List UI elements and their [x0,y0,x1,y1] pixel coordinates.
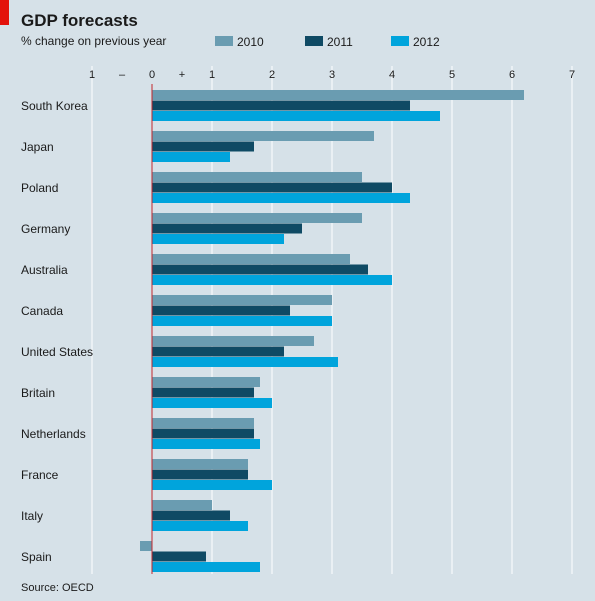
chart-title: GDP forecasts [21,11,138,30]
category-label: United States [21,345,93,359]
bar-2010 [152,213,362,223]
bar-2010 [152,131,374,141]
category-label: Spain [21,550,52,564]
bar-2011 [152,305,290,316]
bar-2010 [152,295,332,305]
category-label: Poland [21,181,58,195]
x-tick-label: 3 [329,69,335,81]
legend-label: 2012 [413,35,440,49]
bar-2011 [152,141,254,152]
legend-swatch [305,36,323,46]
bar-2011 [152,346,284,357]
bar-2012 [152,316,332,326]
bar-2012 [152,562,260,572]
x-tick-label: 1 [89,69,95,81]
category-label: Germany [21,222,70,236]
bar-2010 [152,90,524,100]
bars [140,90,524,572]
x-tick-label: 5 [449,69,455,81]
bar-2011 [152,264,368,275]
x-tick-label: 0 [149,69,155,81]
bar-2011 [152,387,254,398]
x-tick-label: 2 [269,69,275,81]
bar-2012 [152,521,248,531]
chart-subtitle: % change on previous year [21,34,166,48]
legend: 2010 2011 2012 [215,35,440,49]
category-label: Japan [21,140,54,154]
sign-label: + [179,69,185,81]
bar-2012 [152,357,338,367]
category-label: Italy [21,509,43,523]
bar-2011 [152,182,392,193]
bar-2011 [152,469,248,480]
sign-label: – [119,69,126,81]
accent-bar [0,0,9,25]
category-label: Britain [21,386,55,400]
legend-swatch [215,36,233,46]
category-label: Australia [21,263,68,277]
bar-2011 [152,551,206,562]
bar-2010 [152,172,362,182]
bar-2010 [152,336,314,346]
bar-2011 [152,223,302,234]
bar-2011 [152,100,410,111]
bar-2012 [152,439,260,449]
bar-2012 [152,275,392,285]
x-tick-label: 6 [509,69,515,81]
bar-2010 [152,377,260,387]
bar-2012 [152,152,230,162]
bar-2012 [152,193,410,203]
category-label: South Korea [21,99,88,113]
x-tick-label: 4 [389,69,395,81]
legend-label: 2010 [237,35,264,49]
category-label: Netherlands [21,427,86,441]
bar-2012 [152,234,284,244]
legend-label: 2011 [327,35,353,49]
category-label: France [21,468,59,482]
bar-2010 [152,500,212,510]
bar-2011 [152,428,254,439]
category-labels: South Korea Japan Poland Germany Australia Ca… [21,99,93,564]
bar-2010 [152,459,248,469]
bar-2011 [152,510,230,521]
x-tick-label: 7 [569,69,575,81]
legend-swatch [391,36,409,46]
bar-2010 [140,541,152,551]
x-tick-label: 1 [209,69,215,81]
bar-2010 [152,418,254,428]
bar-2010 [152,254,350,264]
bar-2012 [152,398,272,408]
bar-2012 [152,480,272,490]
bar-2012 [152,111,440,121]
category-label: Canada [21,304,63,318]
x-axis-ticks: 1 0 1 2 3 4 5 6 7 – + [89,69,575,81]
source-note: Source: OECD [21,582,94,594]
